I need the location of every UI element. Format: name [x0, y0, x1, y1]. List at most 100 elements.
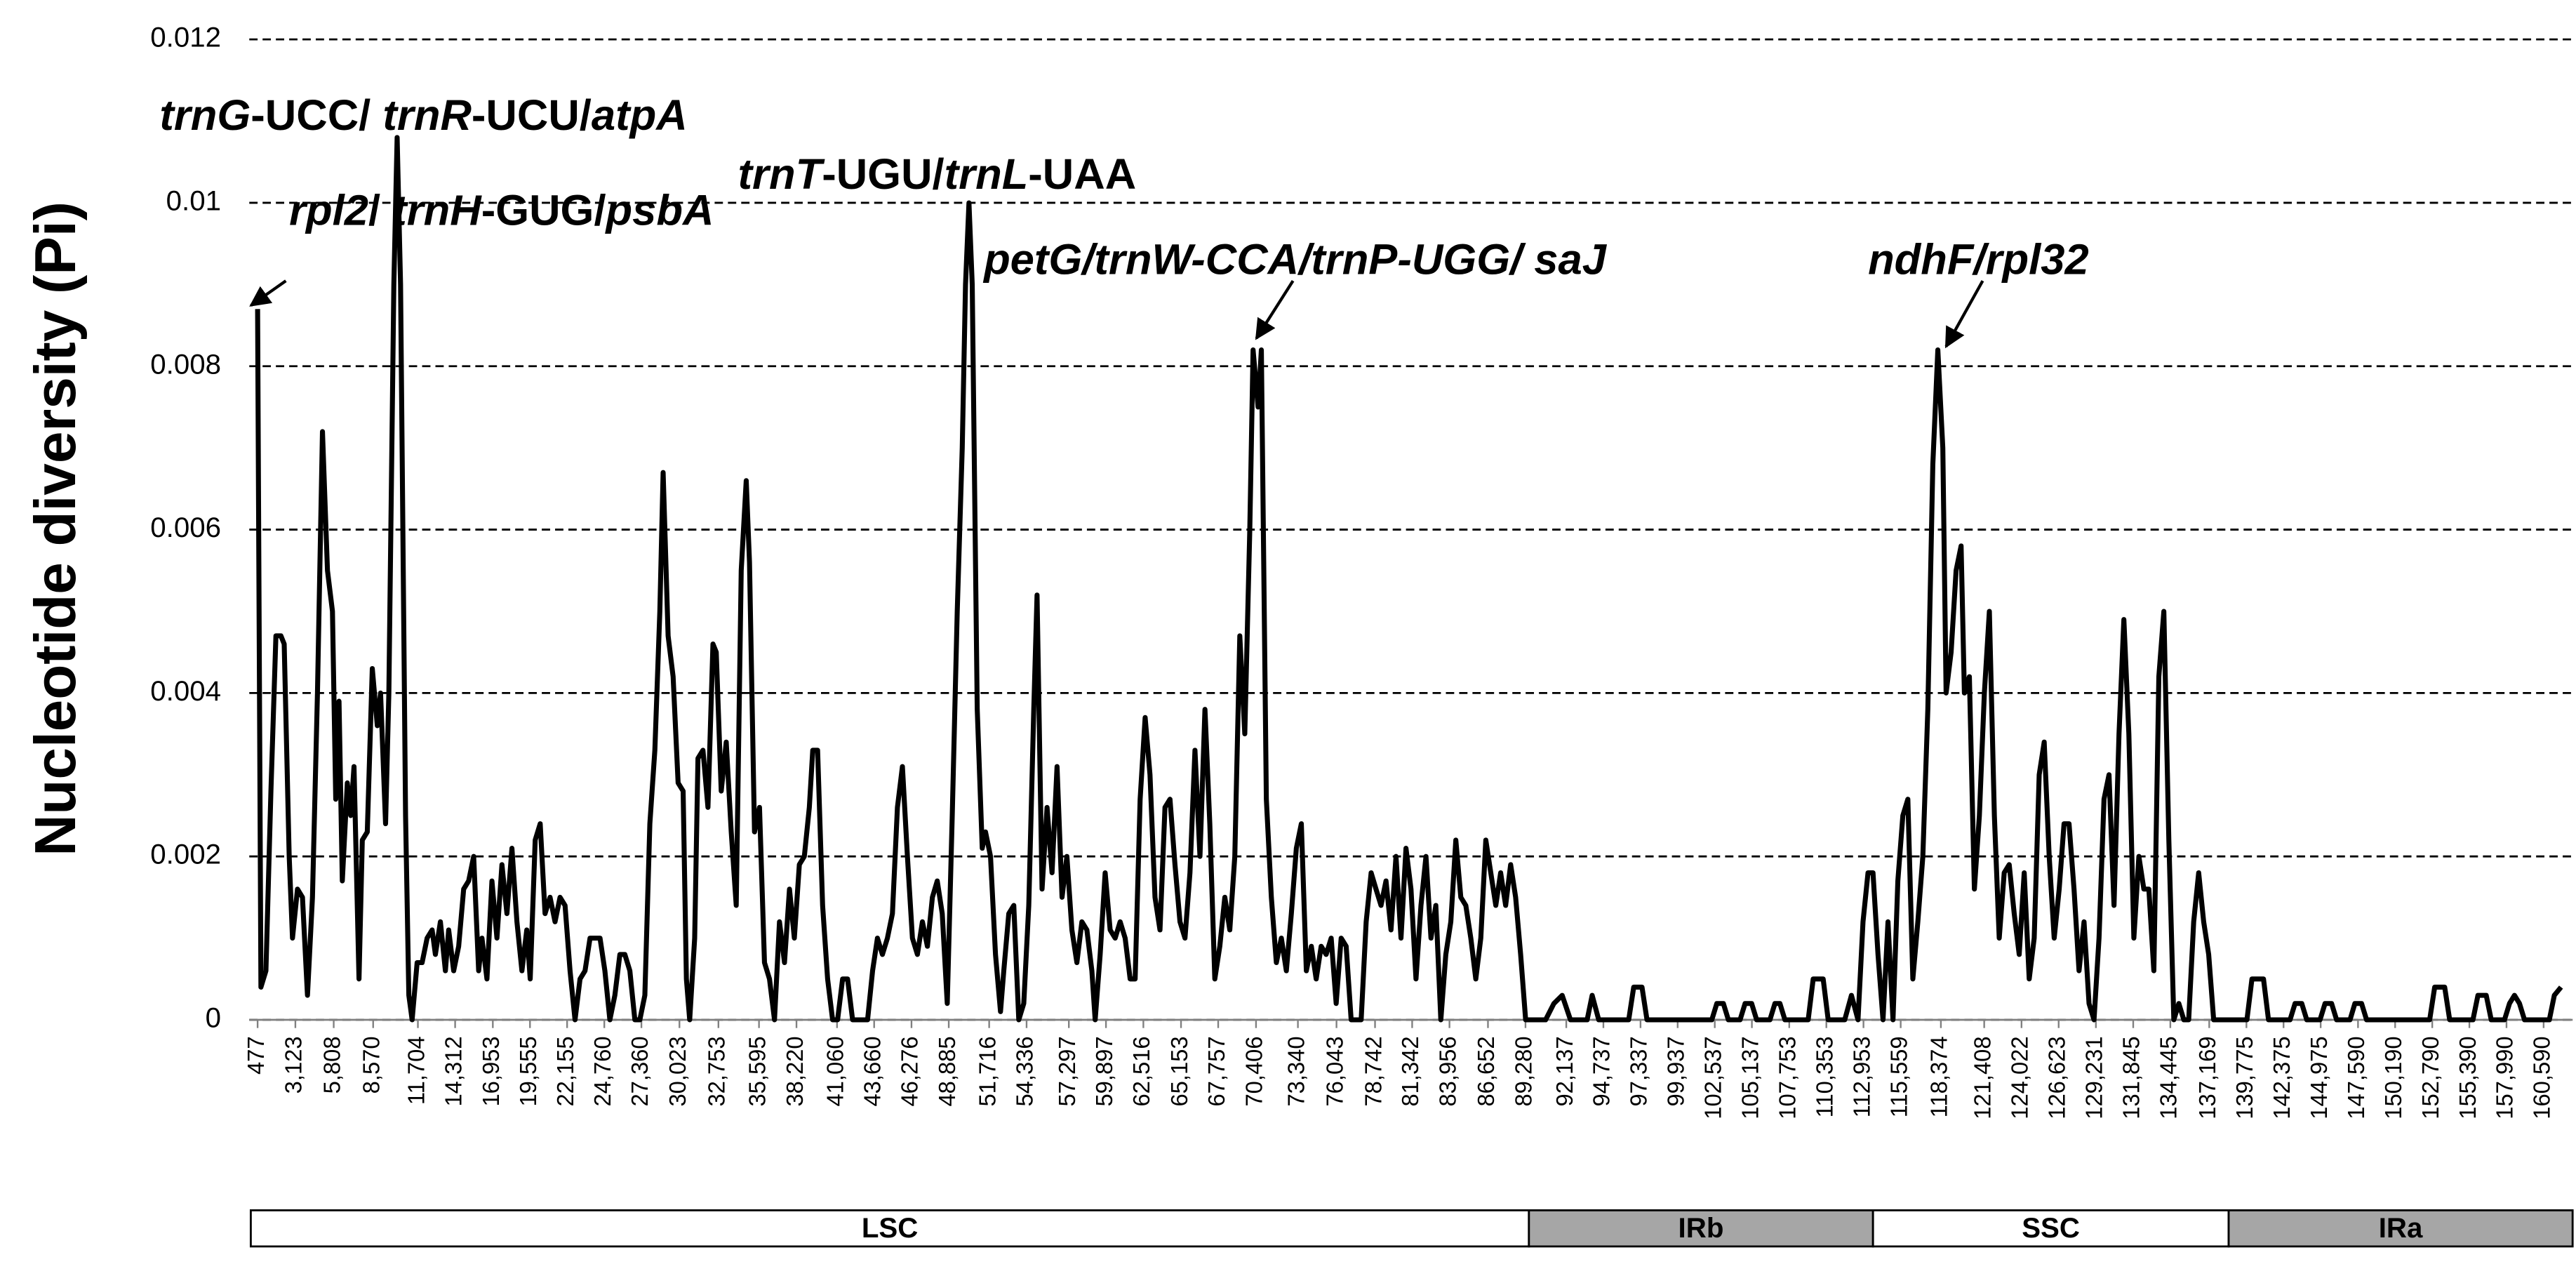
x-tick-label: 137,169: [2194, 1036, 2220, 1119]
x-tick-label: 107,753: [1774, 1036, 1800, 1119]
x-tick-label: 92,137: [1551, 1036, 1577, 1106]
annotation-segment: -UAA: [1028, 150, 1136, 198]
x-tick-label: 86,652: [1473, 1036, 1499, 1106]
annotation: trnT-UGU/trnL-UAA: [738, 150, 1137, 198]
x-tick-label: 38,220: [782, 1036, 808, 1106]
annotation-segment: /: [368, 187, 392, 234]
annotation-segment: trnL: [945, 150, 1029, 198]
x-tick-label: 41,060: [822, 1036, 848, 1106]
arrow: [249, 279, 287, 307]
x-tick-label: 51,716: [974, 1036, 1000, 1106]
annotation-segment: trnG: [159, 91, 251, 139]
x-tick-label: 14,312: [440, 1036, 466, 1106]
x-tick-label: 124,022: [2006, 1036, 2032, 1119]
x-tick-label: 76,043: [1321, 1036, 1347, 1106]
annotation-segment: rpl2: [289, 187, 368, 234]
annotation-segment: -UGU/: [822, 150, 944, 198]
x-tick-label: 48,885: [934, 1036, 960, 1106]
y-tick-label: 0.006: [150, 512, 221, 543]
x-tick-label: 73,340: [1283, 1036, 1309, 1106]
region-label: LSC: [862, 1213, 919, 1244]
annotation-segment: -GUG/: [481, 187, 606, 234]
y-tick-label: 0.004: [150, 676, 221, 707]
x-tick-label: 152,790: [2417, 1036, 2443, 1119]
x-tick-label: 3,123: [281, 1036, 307, 1094]
annotation-segment: atpA: [592, 91, 688, 139]
x-tick-label: 131,845: [2118, 1036, 2144, 1119]
annotation-segment: -UCU/: [472, 91, 592, 139]
arrow: [1255, 279, 1295, 340]
annotation-segment: trnR: [382, 91, 472, 139]
region-label: SSC: [2022, 1213, 2080, 1244]
x-tick-label: 70,406: [1241, 1036, 1267, 1106]
x-tick-label: 24,760: [589, 1036, 615, 1106]
data-line: [255, 135, 2563, 1023]
x-tick-label: 46,276: [897, 1036, 923, 1106]
x-tick-label: 89,280: [1511, 1036, 1537, 1106]
x-tick-label: 35,595: [744, 1036, 770, 1106]
x-tick-label: 81,342: [1397, 1036, 1423, 1106]
y-tick-label: 0.008: [150, 349, 221, 380]
annotation-segment: trnH: [392, 187, 482, 234]
annotation: rpl2/ trnH-GUG/psbA: [289, 187, 714, 234]
x-tick-label: 118,374: [1926, 1036, 1951, 1117]
annotation: ndhF/rpl32: [1868, 236, 2089, 284]
arrow: [1944, 280, 1984, 349]
x-tick-label: 99,937: [1662, 1036, 1688, 1106]
x-tick-label: 121,408: [1969, 1036, 1995, 1119]
x-tick-label: 97,337: [1625, 1036, 1651, 1106]
x-tick-label: 32,753: [703, 1036, 729, 1106]
x-tick-label: 5,808: [319, 1036, 345, 1094]
x-tick-label: 54,336: [1012, 1036, 1038, 1106]
x-tick-label: 126,623: [2043, 1036, 2069, 1119]
x-tick-label: 147,590: [2343, 1036, 2369, 1119]
region-label: IRa: [2379, 1213, 2423, 1244]
x-tick-label: 134,445: [2155, 1036, 2181, 1119]
x-tick-label: 139,775: [2231, 1036, 2257, 1119]
arrows: [249, 279, 1984, 349]
x-tick-label: 112,953: [1848, 1036, 1874, 1117]
x-tick-label: 43,660: [859, 1036, 885, 1106]
y-tick-label: 0.002: [150, 839, 221, 870]
y-tick-label: 0: [206, 1003, 221, 1034]
x-tick-label: 157,990: [2492, 1036, 2518, 1119]
annotation-segment: ndhF/rpl32: [1868, 236, 2089, 284]
region-label: IRb: [1679, 1213, 1724, 1244]
region: [2227, 1209, 2574, 1248]
y-tick-label: 0.012: [150, 22, 221, 53]
x-tick-label: 94,737: [1589, 1036, 1615, 1106]
x-tick-label: 477: [243, 1036, 269, 1075]
region: [249, 1209, 1530, 1248]
x-tick-label: 115,559: [1886, 1036, 1911, 1117]
annotation: petG/trnW-CCA/trnP-UGG/ saJ: [982, 236, 1608, 284]
x-tick-label: 11,704: [403, 1036, 429, 1105]
x-tick-label: 19,555: [515, 1036, 541, 1106]
annotation: trnG-UCC/ trnR-UCU/atpA: [159, 91, 687, 139]
y-tick-label: 0.01: [166, 186, 221, 217]
x-tick-label: 8,570: [358, 1036, 384, 1094]
x-tick-label: 160,590: [2528, 1036, 2554, 1119]
x-tick-label: 59,897: [1091, 1036, 1117, 1106]
x-tick-label: 78,742: [1360, 1036, 1386, 1106]
x-tick-label: 57,297: [1054, 1036, 1080, 1106]
x-tick-label: 22,155: [552, 1036, 578, 1106]
x-tick-label: 102,537: [1700, 1036, 1726, 1119]
x-tick-label: 16,953: [478, 1036, 504, 1106]
annotation-segment: psbA: [605, 187, 714, 234]
annotation-segment: petG/trnW-CCA/trnP-UGG/ saJ: [982, 236, 1608, 284]
region: [1871, 1209, 2230, 1248]
y-axis-label: Nucleotide diversity (Pi): [23, 201, 88, 856]
x-tick-label: 105,137: [1737, 1036, 1763, 1119]
x-tick-label: 27,360: [627, 1036, 653, 1106]
x-tick-label: 155,390: [2455, 1036, 2481, 1119]
annotation-segment: -UCC/: [251, 91, 382, 139]
x-tick-label: 129,231: [2081, 1036, 2107, 1119]
x-tick-label: 144,975: [2306, 1036, 2332, 1119]
x-tick-label: 67,757: [1203, 1036, 1229, 1106]
x-tick-label: 65,153: [1166, 1036, 1192, 1106]
x-tick-label: 83,956: [1434, 1036, 1460, 1106]
x-tick-label: 30,023: [665, 1036, 690, 1106]
x-tick-label: 150,190: [2380, 1036, 2406, 1119]
x-tick-label: 142,375: [2269, 1036, 2295, 1119]
